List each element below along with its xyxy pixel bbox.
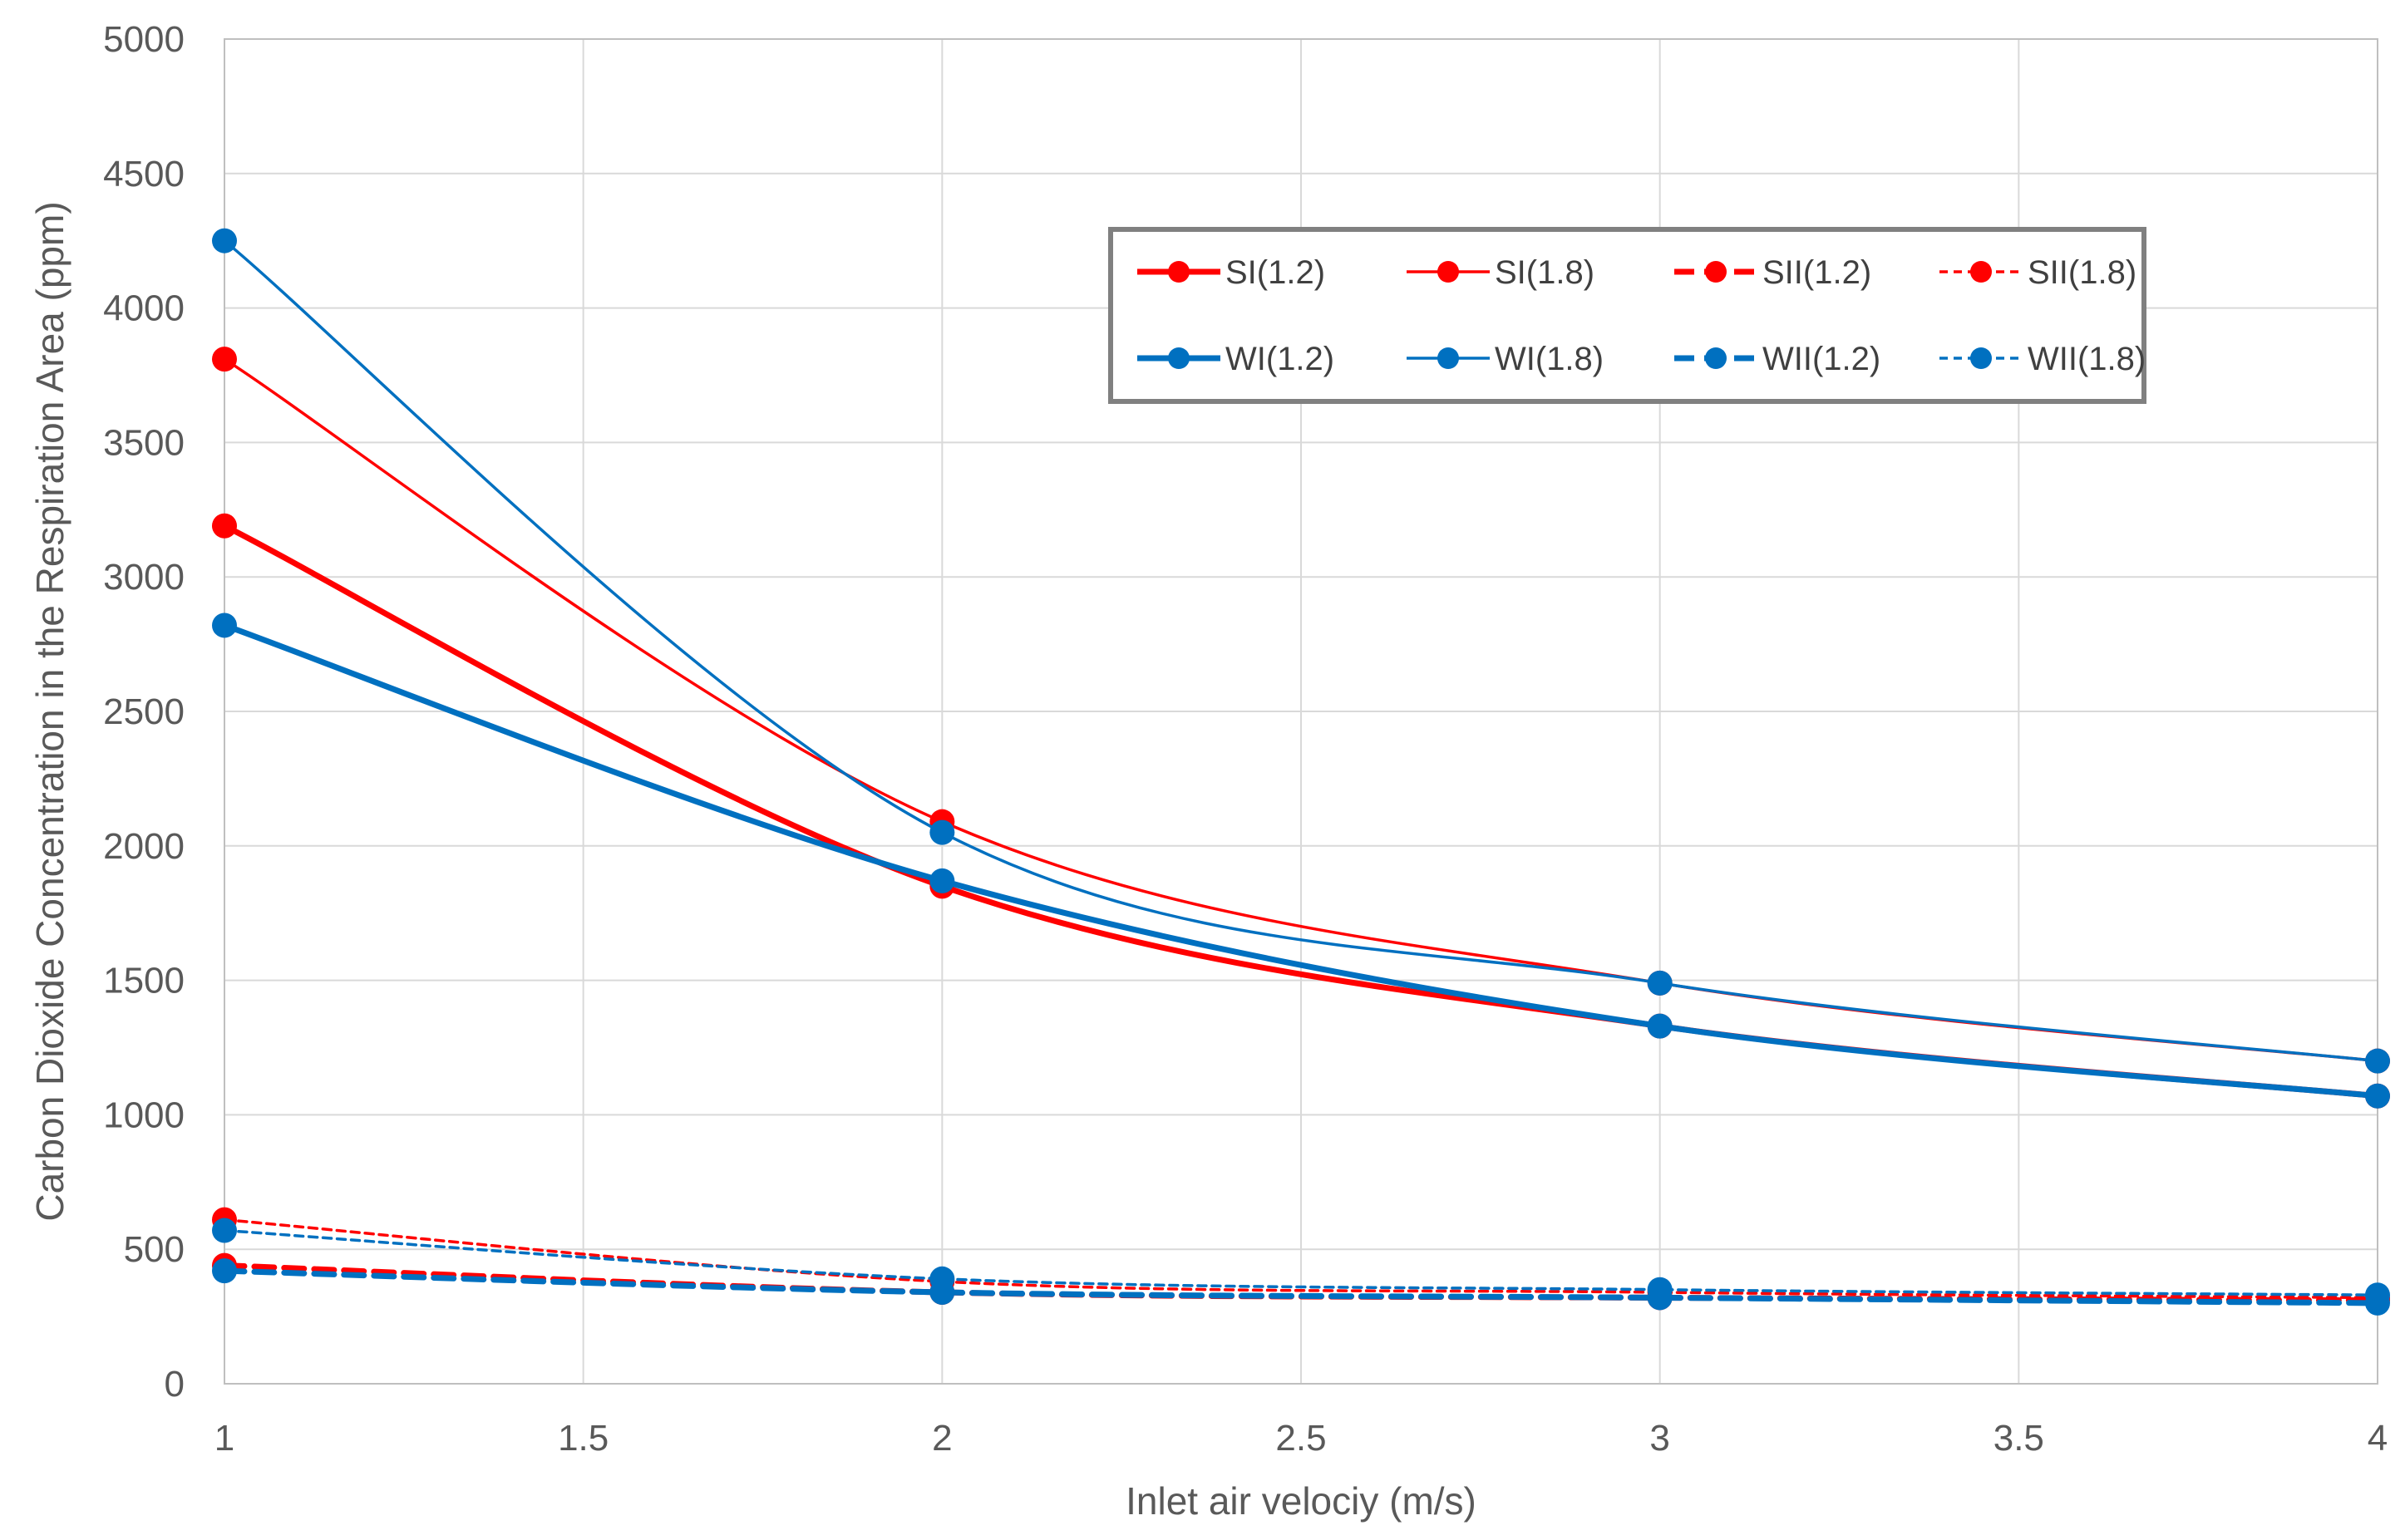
y-tick-label: 2000 [103, 826, 185, 867]
x-tick-label: 1 [214, 1418, 234, 1459]
data-point [2365, 1048, 2390, 1074]
series-line [223, 1228, 2379, 1296]
data-point [212, 513, 237, 539]
legend-label: WI(1.8) [1495, 341, 1604, 377]
y-tick-label: 1000 [103, 1095, 185, 1135]
series-layer [212, 228, 2390, 1316]
y-tick-label: 2500 [103, 691, 185, 732]
data-point [1647, 970, 1673, 996]
legend-swatch-marker [1705, 261, 1727, 283]
series-line [221, 1267, 2381, 1306]
y-axis-tick-labels: 0 500 1000 1500 2000 2500 3000 3500 4000 4500 5000 [103, 19, 185, 1405]
x-tick-label: 4 [2368, 1418, 2388, 1459]
legend-item: WI(1.8) [1407, 341, 1604, 377]
series-line [221, 622, 2381, 1100]
series-WII(1.8) [212, 1218, 2390, 1308]
data-point [212, 613, 237, 638]
legend-label: SII(1.2) [1762, 254, 1871, 291]
legend-label: WII(1.8) [2028, 341, 2146, 377]
legend-item: WII(1.2) [1674, 341, 1880, 377]
series-WI(1.8) [212, 228, 2390, 1074]
legend-swatch-marker [1970, 261, 1992, 283]
legend-item: SII(1.2) [1674, 254, 1871, 291]
data-point [212, 228, 237, 253]
series-line [223, 1218, 2379, 1300]
series-WI(1.2) [212, 613, 2390, 1109]
legend-item: WI(1.2) [1137, 341, 1334, 377]
data-point [212, 347, 237, 372]
y-tick-label: 0 [165, 1364, 185, 1405]
y-tick-label: 1500 [103, 961, 185, 1001]
x-tick-label: 2.5 [1275, 1418, 1326, 1459]
y-tick-label: 4000 [103, 288, 185, 329]
data-point [212, 1218, 237, 1243]
legend-label: WI(1.2) [1225, 341, 1334, 377]
data-point [929, 819, 955, 845]
y-tick-label: 3000 [103, 557, 185, 598]
legend-swatch-marker [1705, 347, 1727, 369]
legend-item: SI(1.8) [1407, 254, 1594, 291]
data-point [1647, 1277, 1673, 1302]
legend: SI(1.2) SI(1.8) SII(1.2) SII(1.8) WI(1.2) WI(… [1108, 227, 2146, 404]
legend-swatch-marker [1970, 347, 1992, 369]
y-axis-title: Carbon Dioxide Concentration in the Resp… [28, 201, 71, 1221]
data-point [212, 1258, 237, 1284]
data-point [1647, 1013, 1673, 1039]
legend-swatch-marker [1168, 347, 1190, 369]
x-axis-tick-labels: 1 1.5 2 2.5 3 3.5 4 [214, 1418, 2388, 1459]
legend-item: SI(1.2) [1137, 254, 1325, 291]
plot-area-frame [224, 38, 2378, 1385]
y-tick-label: 4500 [103, 154, 185, 194]
legend-label: SI(1.2) [1225, 254, 1325, 291]
x-tick-label: 3.5 [1993, 1418, 2044, 1459]
y-tick-label: 5000 [103, 19, 185, 60]
legend-label: SI(1.8) [1495, 254, 1594, 291]
data-point [929, 1266, 955, 1292]
legend-label: SII(1.8) [2028, 254, 2136, 291]
legend-swatch-marker [1437, 261, 1459, 283]
legend-swatch-marker [1168, 261, 1190, 283]
x-tick-label: 1.5 [558, 1418, 609, 1459]
data-point [929, 868, 955, 893]
legend-label: WII(1.2) [1762, 341, 1880, 377]
x-tick-label: 2 [932, 1418, 952, 1459]
data-point [2365, 1282, 2390, 1308]
y-tick-label: 3500 [103, 422, 185, 463]
x-axis-title: Inlet air velociy (m/s) [1126, 1479, 1476, 1523]
y-tick-label: 500 [124, 1229, 185, 1270]
legend-item: SII(1.8) [1939, 254, 2136, 291]
data-point [2365, 1083, 2390, 1109]
x-tick-label: 3 [1649, 1418, 1669, 1459]
series-line [223, 239, 2379, 1063]
legend-item: WII(1.8) [1939, 341, 2146, 377]
legend-swatch-marker [1437, 347, 1459, 369]
legend-box [1108, 227, 2146, 404]
